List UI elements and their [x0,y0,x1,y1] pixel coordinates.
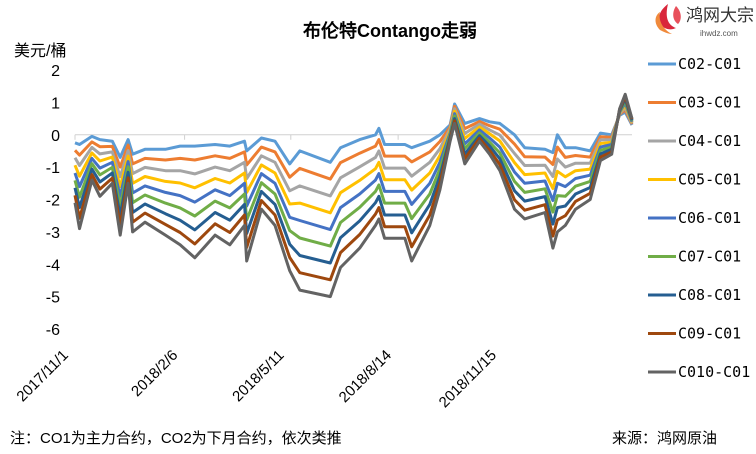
logo-bird-icon [655,4,681,34]
legend-label: C05-C01 [678,171,741,189]
series-line-c08-c01 [73,97,634,265]
y-tick-label: -1 [46,160,60,177]
series-line-c07-c01 [73,99,634,248]
y-tick-label: -4 [46,257,60,274]
legend-label: C03-C01 [678,94,741,112]
x-tick-label: 2018/8/14 [336,347,395,406]
legend: C02-C01 C03-C01 C04-C01 C05-C01 C06-C01 C07-C… [648,55,750,381]
legend-label: C08-C01 [678,286,741,304]
x-tick-label: 2018/2/6 [128,347,181,400]
series-line-c03-c01 [73,104,634,181]
legend-label: C09-C01 [678,325,741,343]
series-line-c09-c01 [73,95,634,282]
y-axis-unit: 美元/桶 [14,42,66,60]
series-line-c04-c01 [73,106,634,198]
source-note: 来源：鸿网原油 [612,430,717,447]
logo-name: 鸿网大宗 [686,6,754,26]
y-tick-label: 1 [51,95,60,112]
x-tick-label: 2018/5/11 [229,347,287,405]
series-line-c06-c01 [73,101,634,232]
legend-label: C04-C01 [678,132,741,150]
legend-label: C02-C01 [678,55,741,73]
y-tick-label: -6 [46,322,60,339]
series-line-c02-c01 [74,102,634,166]
y-tick-label: -3 [46,225,60,242]
y-axis: 2 1 0 -1 -2 -3 -4 -5 -6 [46,63,60,339]
x-tick-label: 2018/11/15 [436,347,500,411]
legend-label: C06-C01 [678,209,741,227]
series-line-c010-c01 [73,92,634,299]
y-tick-label: 0 [51,128,60,145]
legend-label: C07-C01 [678,248,741,266]
legend-label: C010-C01 [678,363,750,381]
series-lines [73,92,634,299]
series-line-c05-c01 [73,103,634,215]
y-tick-label: -5 [46,290,60,307]
chart-title: 布伦特Contango走弱 [303,20,477,41]
logo: 鸿网大宗 ihwdz.com [655,4,754,38]
x-tick-label: 2017/11/1 [13,347,71,405]
logo-url: ihwdz.com [700,29,738,38]
y-tick-label: -2 [46,193,60,210]
footnote: 注：CO1为主力合约，CO2为下月合约，依次类推 [10,430,342,447]
y-tick-label: 2 [51,63,60,80]
